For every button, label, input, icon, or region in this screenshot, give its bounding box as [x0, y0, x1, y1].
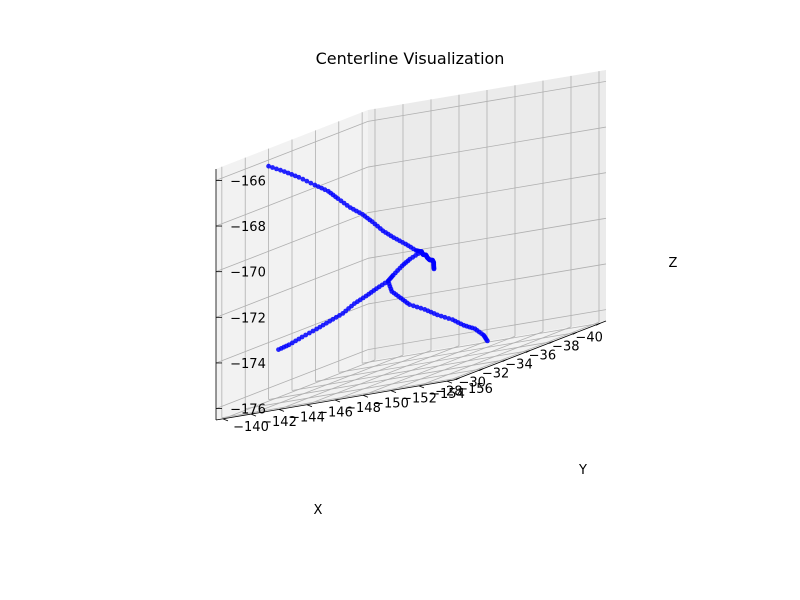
y-tick-label: −140 [233, 420, 269, 435]
x-tick-label: −36 [529, 348, 556, 363]
grid-line-y-floor [306, 345, 460, 406]
grid-line-z-side [367, 217, 607, 259]
data-point [438, 313, 444, 319]
grid-line-y-floor [334, 340, 488, 401]
data-point [411, 303, 416, 309]
z-tick-label: −168 [230, 220, 266, 235]
y-tick-label: −146 [317, 406, 353, 421]
y-tick-mark [362, 394, 369, 398]
x-tick-mark [502, 359, 507, 362]
grid-line-z-side [367, 309, 607, 350]
data-point [304, 178, 310, 184]
x-tick-mark [572, 331, 577, 335]
grid-line-z-side [367, 126, 607, 168]
grid-line-y-floor [390, 331, 544, 391]
y-tick-label: −154 [429, 387, 465, 402]
y-tick-label: −142 [261, 415, 297, 430]
x-tick-label: −30 [459, 376, 486, 391]
data-point [276, 347, 281, 352]
grid-line-y-floor [278, 350, 432, 410]
y-tick-mark [250, 413, 257, 417]
grid-line-z-back [215, 257, 369, 318]
grid-line-z-side [367, 81, 607, 122]
data-point [446, 316, 452, 321]
data-point [308, 180, 314, 186]
data-point [418, 305, 424, 311]
y-tick-mark [222, 418, 229, 422]
data-point [310, 328, 316, 334]
data-point [270, 165, 275, 170]
grid-lines [215, 71, 607, 420]
grid-line-y-floor [362, 335, 516, 396]
x-tick-mark [479, 368, 484, 372]
data-point [407, 302, 412, 307]
y-axis-label: Y [578, 463, 587, 478]
z-axis-label: Z [669, 256, 678, 271]
data-point [296, 174, 302, 180]
data-points [266, 163, 490, 352]
y-tick-mark [390, 390, 397, 393]
x-tick-label: −32 [482, 367, 509, 382]
y-tick-mark [306, 404, 313, 408]
x-tick-label: −28 [435, 385, 462, 400]
y-tick-mark [446, 380, 453, 384]
z-tick-label: −176 [230, 403, 266, 418]
data-point [485, 338, 490, 344]
data-point [289, 172, 295, 177]
grid-line-y-floor [446, 321, 600, 382]
data-point [314, 326, 319, 332]
grid-line-y-floor [418, 326, 572, 387]
data-point [285, 170, 291, 176]
grid-line-y-floor [250, 354, 404, 415]
data-point [266, 163, 271, 169]
y-tick-mark [278, 409, 285, 412]
x-tick-label: −34 [505, 358, 532, 373]
data-point [292, 173, 298, 179]
grid-line-z-back [215, 166, 369, 227]
x-tick-label: −38 [552, 339, 579, 354]
z-tick-label: −172 [230, 311, 266, 326]
data-point [414, 304, 420, 310]
data-point [274, 166, 279, 172]
chart-title: Centerline Visualization [316, 49, 505, 68]
data-point [442, 314, 448, 320]
z-tick-label: −166 [230, 174, 266, 189]
data-point [307, 330, 312, 336]
y-tick-label: −144 [289, 410, 325, 425]
tick-labels: −40−38−36−34−32−30−28−156−154−152−150−14… [230, 174, 603, 434]
z-tick-label: −170 [230, 266, 266, 281]
grid-line-y-floor [222, 359, 376, 420]
grid-line-z-back [215, 121, 369, 181]
data-point [282, 169, 287, 175]
grid-line-z-side [367, 172, 607, 214]
grid-line-z-side [367, 263, 607, 305]
y-tick-mark [334, 399, 341, 403]
y-tick-label: −156 [457, 382, 493, 397]
x-tick-mark [549, 341, 554, 344]
y-tick-label: −150 [373, 396, 409, 411]
x-axis-label: X [314, 503, 323, 518]
x-tick-mark [595, 322, 601, 326]
y-tick-label: −148 [345, 401, 381, 416]
x-tick-label: −40 [575, 330, 602, 345]
grid-line-z-back [215, 349, 369, 409]
data-point [303, 332, 309, 338]
z-tick-label: −174 [230, 357, 266, 372]
data-point [278, 167, 283, 173]
x-tick-mark [455, 377, 461, 381]
y-tick-mark [418, 385, 425, 389]
y-tick-label: −152 [401, 392, 437, 407]
axis-lines [215, 169, 607, 422]
grid-line-z-back [215, 212, 369, 273]
data-point [435, 312, 440, 318]
data-point [431, 266, 437, 272]
data-point [300, 176, 306, 182]
x-tick-mark [525, 350, 531, 353]
